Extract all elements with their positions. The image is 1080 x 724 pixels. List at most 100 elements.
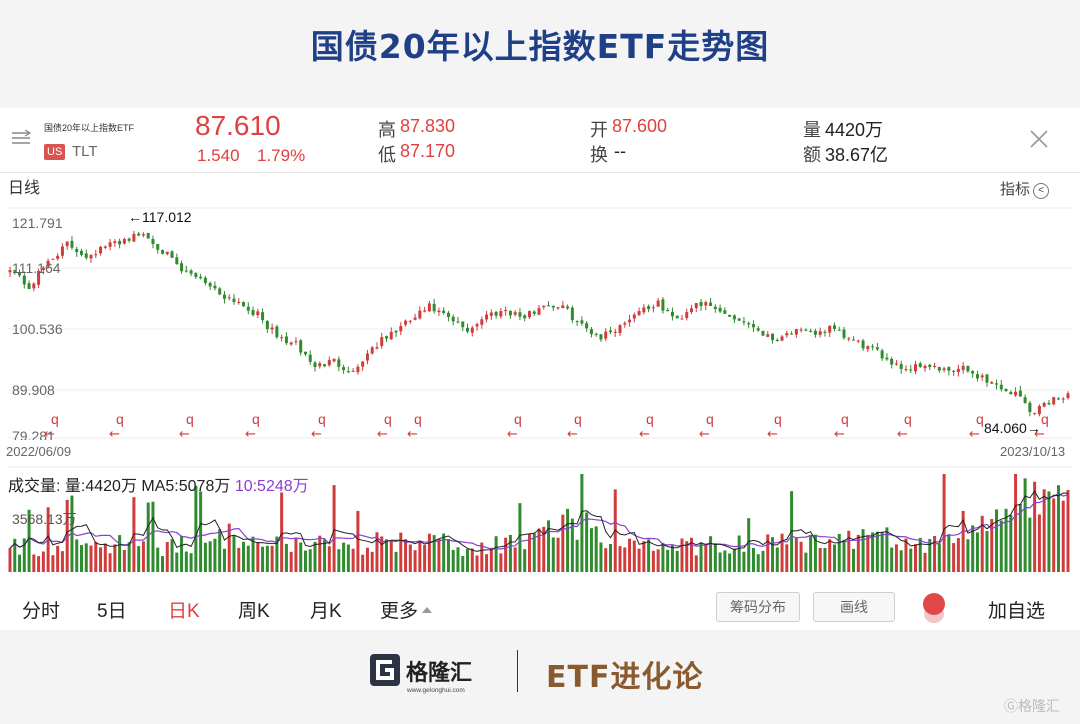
watermark-icon: Ⓖ — [1004, 698, 1018, 714]
volume-bar — [70, 495, 74, 572]
fund-name: 国债20年以上指数ETF — [44, 123, 135, 133]
event-marker-glyph: q — [574, 411, 582, 427]
candle-body — [246, 306, 250, 311]
volume-bar — [308, 549, 312, 572]
volume-bar — [980, 515, 984, 572]
tab-5day[interactable]: 5日 — [97, 601, 127, 622]
candle-body — [1009, 392, 1013, 395]
volume-bar — [284, 543, 288, 572]
volume-bar — [661, 542, 665, 572]
page-title: 国债20年以上指数ETF走势图 — [310, 27, 770, 66]
candle-body — [685, 312, 689, 319]
candle-body — [947, 367, 951, 371]
volume-bar — [947, 534, 951, 572]
volume-bar — [480, 542, 484, 572]
close-icon[interactable] — [1026, 126, 1052, 152]
volume-bar — [332, 485, 336, 572]
volume-bar — [122, 549, 126, 572]
volume-chart[interactable]: 3568.13万 — [0, 466, 1080, 574]
candle-body — [999, 384, 1003, 390]
markers-layer: q←q←q←q←q←q←q←q←q←q←q←q←q←q←q←q← — [44, 411, 1049, 440]
chip-distribution-button[interactable]: 筹码分布 — [716, 592, 800, 622]
volume-bar — [880, 532, 884, 572]
quote-header: 国债20年以上指数ETF US TLT 87.610 1.540 1.79% 高… — [0, 108, 1080, 172]
candle-body — [918, 363, 922, 368]
add-to-watchlist-button[interactable]: 加自选 — [988, 601, 1046, 622]
event-marker-arrow: ← — [44, 427, 55, 440]
brand-logo: 格隆汇 www.gelonghui.com — [370, 654, 472, 694]
event-marker-arrow: ← — [639, 427, 650, 440]
candle-body — [828, 325, 832, 333]
candles-layer — [8, 230, 1070, 417]
candle-body — [547, 305, 551, 307]
tab-daily-k[interactable]: 日K — [168, 601, 200, 622]
volume-bar — [499, 553, 503, 572]
tab-more[interactable]: 更多 — [380, 596, 433, 623]
candle-body — [771, 333, 775, 341]
candle-body — [1037, 405, 1041, 415]
candle-body — [194, 273, 198, 278]
volume-y-tick: 3568.13万 — [12, 511, 77, 527]
candle-body — [127, 238, 131, 241]
tab-monthly-k[interactable]: 月K — [310, 601, 342, 622]
candle-body — [952, 370, 956, 372]
candle-body — [856, 340, 860, 342]
candle-body — [332, 358, 336, 362]
volume-bar — [723, 550, 727, 572]
tab-intraday[interactable]: 分时 — [22, 601, 61, 622]
candle-body — [980, 375, 984, 378]
candle-body — [284, 336, 288, 344]
volume-bar — [904, 538, 908, 572]
candle-body — [804, 329, 808, 331]
candle-body — [852, 339, 856, 341]
volume-bar — [170, 539, 174, 572]
candle-body — [346, 371, 350, 373]
candle-body — [141, 234, 145, 236]
candle-body — [370, 347, 374, 354]
volume-bar — [370, 551, 374, 572]
volume-bar — [342, 542, 346, 572]
candle-body — [213, 285, 217, 289]
volume-bar — [561, 514, 565, 572]
draw-line-button[interactable]: 画线 — [813, 592, 895, 622]
tab-weekly-k[interactable]: 周K — [238, 601, 270, 622]
volume-bar — [813, 534, 817, 572]
volume-bar — [537, 528, 541, 572]
volume-bar — [404, 539, 408, 572]
volume-bar — [222, 548, 226, 572]
candle-body — [818, 331, 822, 335]
y-tick-label: 100.536 — [12, 321, 63, 337]
volume-bar — [580, 474, 584, 572]
volume-bar — [747, 518, 751, 572]
volume-bar — [437, 538, 441, 572]
volume-bar — [999, 520, 1003, 572]
caret-up-icon — [422, 607, 433, 613]
volume-bar — [470, 548, 474, 572]
candle-body — [985, 374, 989, 383]
volume-bar — [918, 537, 922, 572]
event-marker-arrow: ← — [897, 427, 908, 440]
record-icon[interactable] — [920, 592, 948, 626]
volume-bar — [761, 550, 765, 572]
volume-bar — [594, 526, 598, 572]
candle-body — [60, 246, 64, 256]
volume-bar — [323, 539, 327, 572]
candle-body — [151, 238, 155, 245]
volume-bar — [365, 547, 369, 572]
candle-body — [794, 329, 798, 335]
candle-body — [1042, 402, 1046, 407]
menu-icon[interactable] — [10, 128, 32, 148]
candle-body — [842, 329, 846, 338]
volume-bar — [756, 554, 760, 572]
candle-body — [427, 303, 431, 312]
indicator-button[interactable]: 指标 < — [1000, 178, 1050, 199]
candle-body — [975, 374, 979, 379]
volume-bar — [270, 545, 274, 572]
candle-body — [261, 312, 265, 321]
event-marker-glyph: q — [414, 411, 422, 427]
candlestick-chart[interactable]: q←q←q←q←q←q←q←q←q←q←q←q←q←q←q←q← 121.791… — [0, 200, 1080, 440]
volume-bar — [1014, 474, 1018, 572]
candle-body — [289, 342, 293, 345]
volume-bar — [690, 537, 694, 572]
candle-body — [866, 346, 870, 350]
